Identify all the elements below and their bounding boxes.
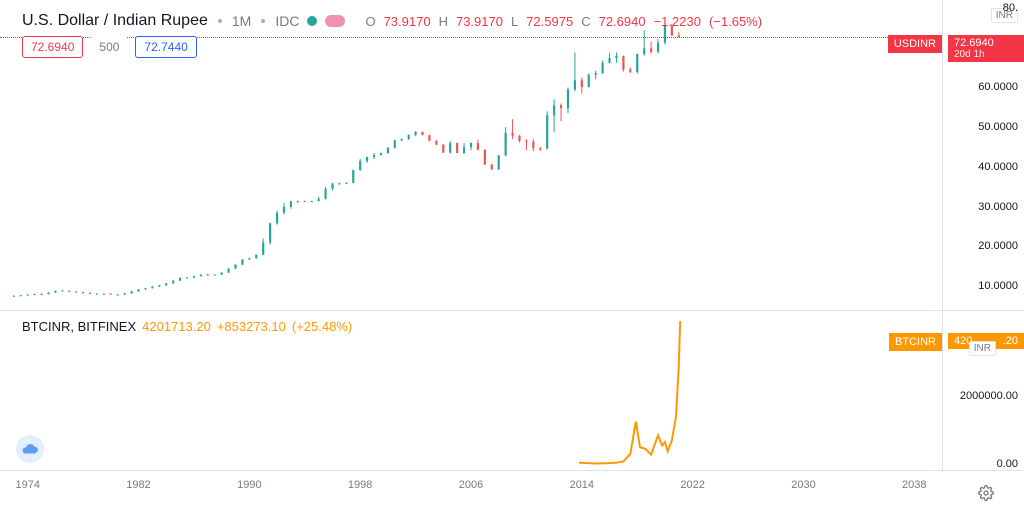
symbol-title[interactable]: U.S. Dollar / Indian Rupee bbox=[22, 12, 208, 30]
ytick-label: 10.0000 bbox=[978, 280, 1018, 292]
xtick-label: 1998 bbox=[348, 479, 372, 491]
settings-icon[interactable] bbox=[978, 485, 994, 506]
xtick-label: 2014 bbox=[570, 479, 594, 491]
close-label: C bbox=[581, 14, 590, 29]
provider-label: IDC bbox=[275, 13, 299, 29]
price-badges-row: 72.6940 500 72.7440 bbox=[22, 36, 197, 58]
sub-chart-pane[interactable]: BTCINR, BITFINEX 4201713.20 +853273.10 (… bbox=[0, 310, 1024, 470]
ytick-label: 2000000.00 bbox=[960, 390, 1018, 402]
open-label: O bbox=[365, 14, 375, 29]
symbol-flag: USDINR bbox=[888, 35, 942, 53]
high-value: 73.9170 bbox=[456, 14, 503, 29]
sub-change: +853273.10 bbox=[217, 319, 286, 334]
sub-symbol-label[interactable]: BTCINR, BITFINEX bbox=[22, 319, 136, 334]
main-header: U.S. Dollar / Indian Rupee 1M IDC O 73.91… bbox=[22, 12, 762, 30]
xtick-label: 1982 bbox=[126, 479, 150, 491]
ask-badge[interactable]: 72.7440 bbox=[135, 36, 196, 58]
xtick-label: 2038 bbox=[902, 479, 926, 491]
low-label: L bbox=[511, 14, 518, 29]
ytick-label: 40.0000 bbox=[978, 161, 1018, 173]
sub-symbol-flag: BTCINR bbox=[889, 333, 942, 351]
ytick-label: 60.0000 bbox=[978, 81, 1018, 93]
price-flag-value: 72.6940 bbox=[954, 37, 1018, 49]
compare-icon[interactable] bbox=[325, 15, 345, 27]
price-flag-countdown: 20d 1h bbox=[954, 49, 1018, 60]
candle-style-icon[interactable] bbox=[307, 16, 317, 26]
snapshot-icon[interactable] bbox=[16, 435, 44, 463]
sub-value: 4201713.20 bbox=[142, 319, 211, 334]
sub-price-flag-value2: .20 bbox=[1003, 335, 1018, 347]
xtick-label: 1974 bbox=[15, 479, 39, 491]
price-flag: 72.6940 20d 1h bbox=[948, 35, 1024, 62]
xtick-label: 2022 bbox=[680, 479, 704, 491]
separator-dot bbox=[218, 19, 222, 23]
separator-dot bbox=[261, 19, 265, 23]
high-label: H bbox=[439, 14, 448, 29]
interval-label[interactable]: 1M bbox=[232, 13, 251, 29]
open-value: 73.9170 bbox=[384, 14, 431, 29]
xtick-label: 1990 bbox=[237, 479, 261, 491]
ytick-label: 0.00 bbox=[997, 458, 1018, 470]
bid-badge[interactable]: 72.6940 bbox=[22, 36, 83, 58]
ytick-label: 50.0000 bbox=[978, 121, 1018, 133]
sub-price-flag-2: .20 bbox=[997, 333, 1024, 349]
chart-container: U.S. Dollar / Indian Rupee 1M IDC O 73.91… bbox=[0, 0, 1024, 525]
ytick-label: 80. bbox=[1003, 2, 1018, 14]
time-axis[interactable]: 1974 1982 1990 1998 2006 2014 2022 2030 2038 bbox=[0, 470, 1024, 525]
xtick-label: 2006 bbox=[459, 479, 483, 491]
spread-badge: 500 bbox=[91, 36, 127, 58]
sub-chart-svg bbox=[0, 311, 942, 471]
close-value: 72.6940 bbox=[599, 14, 646, 29]
ytick-label: 30.0000 bbox=[978, 201, 1018, 213]
sub-currency-tag: INR bbox=[969, 341, 996, 356]
sub-change-pct: (+25.48%) bbox=[292, 319, 352, 334]
xtick-label: 2030 bbox=[791, 479, 815, 491]
ytick-label: 20.0000 bbox=[978, 240, 1018, 252]
low-value: 72.5975 bbox=[526, 14, 573, 29]
change-value: −1.2230 bbox=[654, 14, 701, 29]
sub-header: BTCINR, BITFINEX 4201713.20 +853273.10 (… bbox=[22, 319, 352, 334]
change-pct-value: (−1.65%) bbox=[709, 14, 762, 29]
